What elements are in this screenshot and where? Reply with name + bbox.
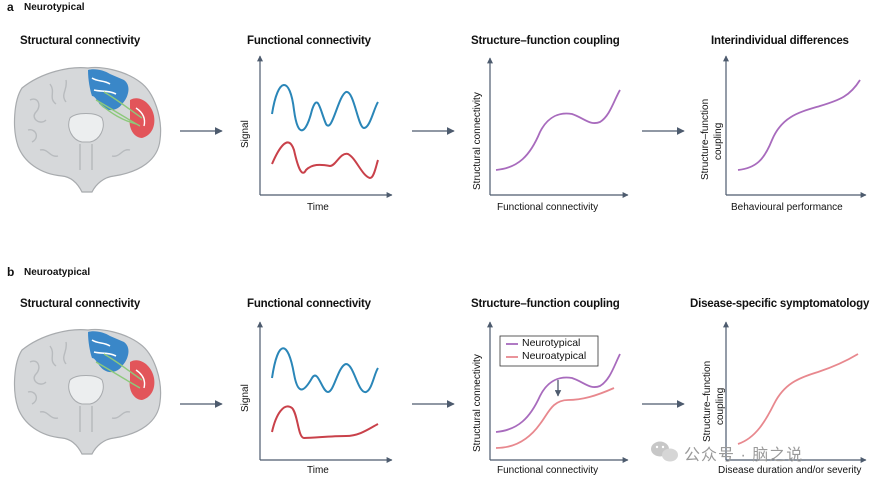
symptom-plot-b-axes — [723, 321, 867, 463]
xlabel-behaviour-a: Behavioural performance — [731, 202, 843, 213]
stage-title-differences-a: Interindividual differences — [711, 35, 849, 47]
panel-a-title: Neurotypical — [24, 2, 85, 13]
stage-title-coupling-a: Structure–function coupling — [471, 35, 620, 47]
ylabel-signal-b: Signal — [240, 384, 251, 412]
panel-a-letter: a — [7, 0, 14, 14]
panel-b-letter: b — [7, 265, 15, 279]
brain-illustration-b — [13, 328, 162, 455]
xlabel-disease-b: Disease duration and/or severity — [718, 465, 862, 476]
ylabel-signal-a: Signal — [240, 120, 251, 148]
stage-title-structural-b: Structural connectivity — [20, 298, 141, 310]
coupling-plot-b-axes — [487, 321, 629, 463]
coupling-curve-b-neuroatypical — [495, 387, 615, 449]
ylabel-coupling-a-line1: Structure–function — [700, 98, 711, 180]
xlabel-functional-a: Functional connectivity — [497, 202, 599, 213]
ylabel-structural-a: Structural connectivity — [472, 92, 483, 190]
red-signal-b — [271, 405, 379, 440]
stage-title-functional-b: Functional connectivity — [247, 298, 371, 310]
coupling-curve-a — [495, 89, 621, 171]
xlabel-functional-b: Functional connectivity — [497, 465, 599, 476]
stage-title-symptomatology-b: Disease-specific symptomatology — [690, 298, 870, 310]
panel-b-title: Neuroatypical — [24, 267, 91, 278]
stage-title-structural-a: Structural connectivity — [20, 35, 141, 47]
watermark-text: 公众号 · 脑之说 — [684, 447, 804, 464]
red-signal-a — [271, 141, 379, 180]
stage-title-coupling-b: Structure–function coupling — [471, 298, 620, 310]
wechat-logo-watermark — [651, 441, 678, 462]
xlabel-time-b: Time — [307, 465, 329, 476]
coupling-legend-box — [499, 335, 599, 367]
differences-plot-a-axes — [723, 55, 867, 198]
legend-label-neuroatypical: Neuroatypical — [522, 350, 587, 362]
ylabel-coupling-a-line2: coupling — [713, 122, 724, 160]
coupling-curve-b-neurotypical — [495, 353, 621, 433]
brain-illustration-a — [13, 66, 162, 193]
ylabel-structural-b: Structural connectivity — [472, 354, 483, 452]
xlabel-time-a: Time — [307, 202, 329, 213]
functional-plot-a-axes — [257, 55, 393, 198]
legend-label-neurotypical: Neurotypical — [522, 337, 581, 349]
ylabel-coupling-b-line2: coupling — [715, 387, 726, 425]
ylabel-coupling-b-line1: Structure–function — [702, 360, 713, 442]
symptom-curve-b — [737, 353, 859, 445]
coupling-plot-a-axes — [487, 57, 629, 198]
differences-curve-a — [737, 79, 861, 171]
blue-signal-a — [271, 84, 379, 132]
stage-title-functional-a: Functional connectivity — [247, 35, 371, 47]
blue-signal-b — [271, 347, 379, 394]
functional-plot-b-axes — [257, 321, 393, 463]
